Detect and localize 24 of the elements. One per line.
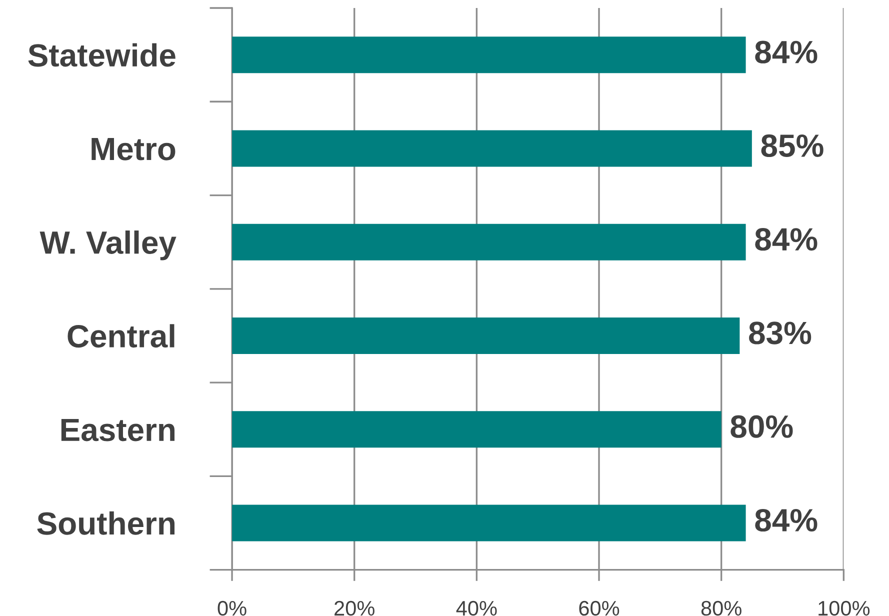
data-label: 84% [755,40,818,64]
data-label: 85% [761,134,824,158]
data-label: 84% [755,508,818,532]
y-tick-label: W. Valley [40,230,176,260]
y-tick-label: Statewide [28,43,176,67]
x-tick-label: 0% [218,600,246,616]
data-label: 80% [730,415,793,438]
x-tick-label: 40% [456,600,497,616]
y-tick-label: Southern [37,511,175,535]
bar [232,130,752,167]
bar [232,504,746,542]
bar [232,317,740,354]
data-label: 84% [755,228,818,251]
x-tick-label: 80% [701,600,742,616]
y-tick-label: Eastern [61,418,174,442]
x-tick-label: 60% [579,600,620,616]
bar [232,411,722,448]
bar [232,224,746,260]
y-tick-label: Metro [92,138,176,160]
x-tick-label: 20% [334,600,374,616]
bar [232,36,746,74]
data-label: 83% [749,322,812,344]
y-tick-label: Central [68,324,174,348]
x-tick-label: 100% [818,600,870,616]
